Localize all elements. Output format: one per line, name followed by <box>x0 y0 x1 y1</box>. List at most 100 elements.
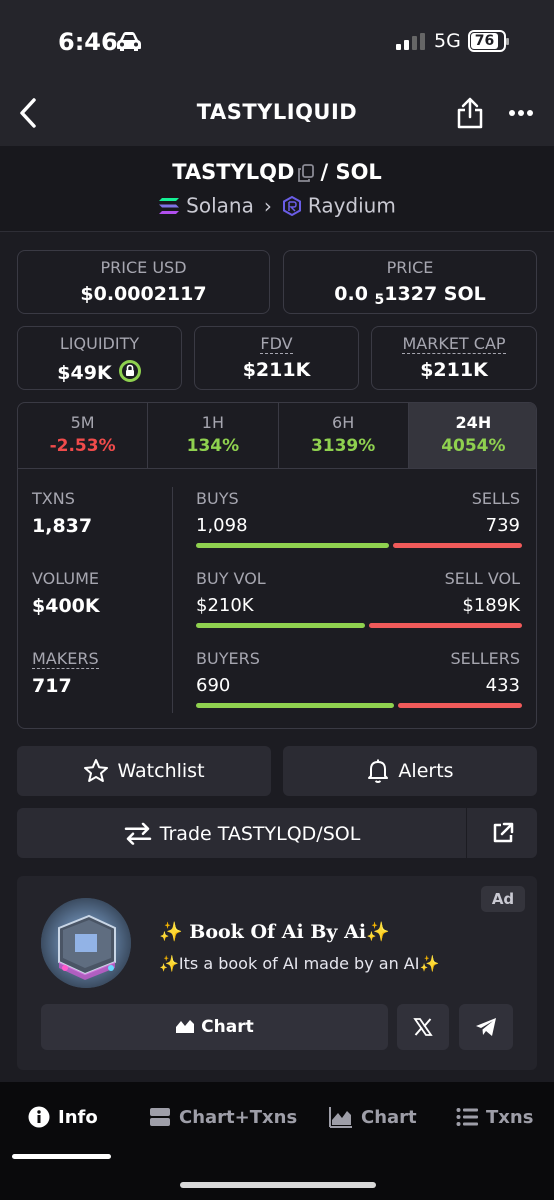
sellers-value: 433 <box>485 675 520 696</box>
price-native-label: PRICE <box>386 258 434 277</box>
nav-active-indicator <box>12 1154 111 1159</box>
tab-24h-change: 4054% <box>441 436 506 456</box>
x-icon <box>413 1018 433 1036</box>
alerts-label: Alerts <box>398 760 454 782</box>
area-chart-icon <box>329 1107 352 1128</box>
alerts-button[interactable]: Alerts <box>283 746 537 796</box>
breadcrumb: Solana › Raydium <box>0 192 554 218</box>
signal-icon <box>396 33 425 50</box>
watchlist-label: Watchlist <box>117 760 205 782</box>
ad-telegram-button[interactable] <box>459 1004 513 1050</box>
base-token: TASTYLQD <box>172 160 295 184</box>
buy-vol-bar <box>196 623 365 628</box>
ad-book-image <box>41 898 131 988</box>
ad-card[interactable]: Ad ✨ Book Of Ai By Ai✨ ✨Its a book of AI… <box>17 876 537 1070</box>
buys-bar <box>196 543 389 548</box>
stats-divider <box>172 487 173 713</box>
solana-icon <box>159 197 180 214</box>
bell-icon <box>368 759 389 783</box>
nav-txns[interactable]: Txns <box>456 1106 533 1128</box>
price-native-card: PRICE 0.0 51327 SOL <box>283 250 537 314</box>
tab-1h-label: 1H <box>201 413 224 432</box>
home-indicator <box>180 1182 376 1188</box>
price-usd-card: PRICE USD $0.0002117 <box>17 250 270 314</box>
liquidity-label: LIQUIDITY <box>59 334 140 353</box>
quote-token: / SOL <box>320 160 382 184</box>
page-title: TASTYLIQUID <box>196 100 358 124</box>
status-bar: 6:46 5G 76 <box>0 0 554 80</box>
swap-icon <box>124 822 151 845</box>
sell-vol-label: SELL VOL <box>444 569 520 588</box>
nav-chart-label: Chart <box>361 1106 417 1128</box>
market-cap-card: MARKET CAP $211K <box>371 326 537 390</box>
ad-twitter-button[interactable] <box>397 1004 449 1050</box>
tab-1h-change: 134% <box>186 436 240 456</box>
txns-value: 1,837 <box>32 515 93 537</box>
nav-chart-txns-label: Chart+Txns <box>179 1106 298 1128</box>
share-icon[interactable] <box>456 96 484 130</box>
tab-1h[interactable]: 1H 134% <box>148 403 279 468</box>
price-usd-value: $0.0002117 <box>80 283 207 305</box>
tab-5m-change: -2.53% <box>49 436 116 456</box>
nav-info[interactable]: Info <box>28 1106 98 1128</box>
liquidity-value: $49K <box>18 359 181 384</box>
dex-link[interactable]: Raydium <box>307 193 396 218</box>
tab-6h-label: 6H <box>332 413 355 432</box>
volume-label: VOLUME <box>32 569 99 588</box>
makers-label: MAKERS <box>32 649 99 669</box>
chart-icon <box>176 1020 195 1033</box>
lock-icon <box>118 360 141 382</box>
sell-vol-value: $189K <box>462 595 520 616</box>
network-type: 5G <box>434 30 461 52</box>
more-icon[interactable] <box>508 102 534 124</box>
telegram-icon <box>476 1018 496 1036</box>
back-icon[interactable] <box>14 96 44 130</box>
buy-vol-value: $210K <box>196 595 254 616</box>
volume-value: $400K <box>32 595 100 617</box>
tab-6h-change: 3139% <box>310 436 376 456</box>
txns-label: TXNS <box>32 489 75 508</box>
chain-link[interactable]: Solana <box>186 193 254 218</box>
nav-chart-txns[interactable]: Chart+Txns <box>149 1106 297 1128</box>
app-header: TASTYLIQUID <box>0 80 554 146</box>
tab-24h[interactable]: 24H 4054% <box>408 403 536 468</box>
pair-title: TASTYLQD / SOL <box>0 160 554 184</box>
watchlist-button[interactable]: Watchlist <box>17 746 271 796</box>
nav-chart[interactable]: Chart <box>329 1106 417 1128</box>
star-icon <box>84 759 109 782</box>
tab-6h[interactable]: 6H 3139% <box>279 403 409 468</box>
external-link-icon <box>493 822 514 843</box>
nav-info-label: Info <box>58 1106 98 1128</box>
trade-button[interactable]: Trade TASTYLQD/SOL <box>17 808 537 858</box>
tab-5m[interactable]: 5M -2.53% <box>18 403 149 468</box>
buy-vol-label: BUY VOL <box>196 569 266 588</box>
chevron-right-icon: › <box>263 193 272 218</box>
battery-icon: 76 <box>468 30 506 52</box>
ad-title: ✨ Book Of Ai By Ai✨ <box>159 921 390 943</box>
stats-panel: 5M -2.53% 1H 134% 6H 3139% 24H 4054% TXN… <box>17 402 537 729</box>
buyers-label: BUYERS <box>196 649 260 668</box>
copy-icon[interactable] <box>298 164 315 182</box>
sell-vol-bar <box>369 623 522 628</box>
market-cap-value: $211K <box>420 359 488 381</box>
makers-value: 717 <box>32 675 72 697</box>
car-icon <box>117 32 141 51</box>
ad-chart-button[interactable]: Chart <box>41 1004 388 1050</box>
fdv-value: $211K <box>242 359 311 381</box>
sellers-bar <box>398 703 522 708</box>
buyers-bar <box>196 703 394 708</box>
price-native-value: 0.0 51327 SOL <box>334 283 486 308</box>
info-icon <box>28 1106 50 1128</box>
trade-label: Trade TASTYLQD/SOL <box>159 822 361 845</box>
fdv-card: FDV $211K <box>194 326 359 390</box>
tab-5m-label: 5M <box>70 413 95 432</box>
sells-label: SELLS <box>471 489 520 508</box>
ad-chart-label: Chart <box>201 1017 254 1037</box>
external-link-button[interactable] <box>466 808 537 858</box>
timeframe-tabs: 5M -2.53% 1H 134% 6H 3139% 24H 4054% <box>18 403 536 469</box>
layout-icon <box>150 1108 170 1126</box>
battery-nub <box>506 38 509 45</box>
pair-info: TASTYLQD / SOL Solana › Raydium <box>0 146 554 232</box>
liquidity-card: LIQUIDITY $49K <box>17 326 182 390</box>
ad-badge: Ad <box>481 886 525 912</box>
